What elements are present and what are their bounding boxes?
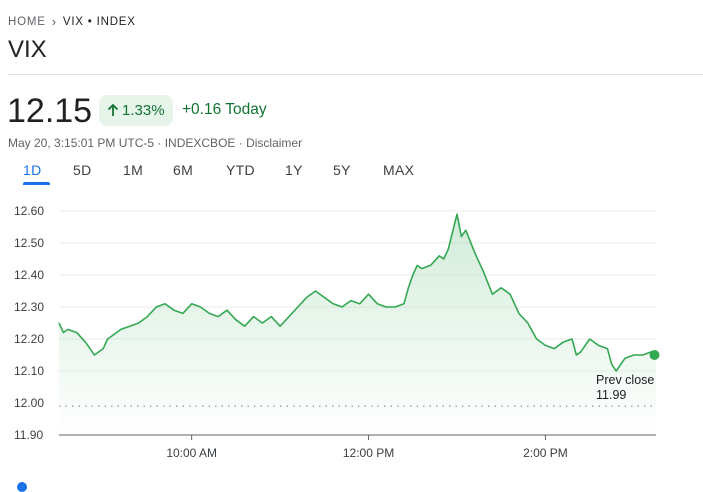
y-tick-label: 12.50 xyxy=(14,236,44,250)
current-price: 12.15 xyxy=(7,92,93,130)
breadcrumb: HOME › VIX • INDEX xyxy=(8,14,136,29)
tab-1y[interactable]: 1Y xyxy=(285,162,303,178)
x-tick-label: 2:00 PM xyxy=(523,446,568,460)
breadcrumb-home[interactable]: HOME xyxy=(8,15,46,28)
chevron-right-icon: › xyxy=(51,14,57,29)
y-tick-label: 12.20 xyxy=(14,332,44,346)
y-tick-label: 12.60 xyxy=(14,204,44,218)
page-title: VIX xyxy=(8,36,47,63)
y-tick-label: 12.00 xyxy=(14,396,44,410)
tab-ytd[interactable]: YTD xyxy=(226,162,255,178)
y-tick-label: 12.40 xyxy=(14,268,44,282)
tab-5d[interactable]: 5D xyxy=(73,162,92,178)
price-area xyxy=(59,214,656,435)
y-tick-label: 12.10 xyxy=(14,364,44,378)
x-tick-label: 12:00 PM xyxy=(343,446,394,460)
price-chart[interactable]: 12.60 12.50 12.40 12.30 12.20 12.10 12.00 11.90… xyxy=(0,195,703,486)
prev-close-value: 11.99 xyxy=(596,388,626,402)
arrow-up-icon xyxy=(107,104,119,116)
x-tick-label: 10:00 AM xyxy=(166,446,217,460)
divider xyxy=(8,74,703,75)
tab-max[interactable]: MAX xyxy=(383,162,415,178)
price-line xyxy=(58,213,657,372)
change-percent: 1.33% xyxy=(122,102,165,119)
change-percent-badge: 1.33% xyxy=(99,95,173,126)
active-tab-indicator xyxy=(23,182,50,185)
tab-1m[interactable]: 1M xyxy=(123,162,144,178)
y-tick-label: 11.90 xyxy=(14,428,43,442)
last-price-dot xyxy=(649,350,660,360)
quote-meta: May 20, 3:15:01 PM UTC-5 · INDEXCBOE · D… xyxy=(8,136,303,150)
y-tick-label: 12.30 xyxy=(14,300,44,314)
tab-6m[interactable]: 6M xyxy=(173,162,194,178)
info-icon xyxy=(17,482,27,492)
change-today: +0.16 Today xyxy=(182,101,267,118)
breadcrumb-current: VIX • INDEX xyxy=(62,15,136,28)
prev-close-label: Prev close xyxy=(596,373,654,387)
tab-1d[interactable]: 1D xyxy=(23,162,42,178)
tab-5y[interactable]: 5Y xyxy=(333,162,351,178)
